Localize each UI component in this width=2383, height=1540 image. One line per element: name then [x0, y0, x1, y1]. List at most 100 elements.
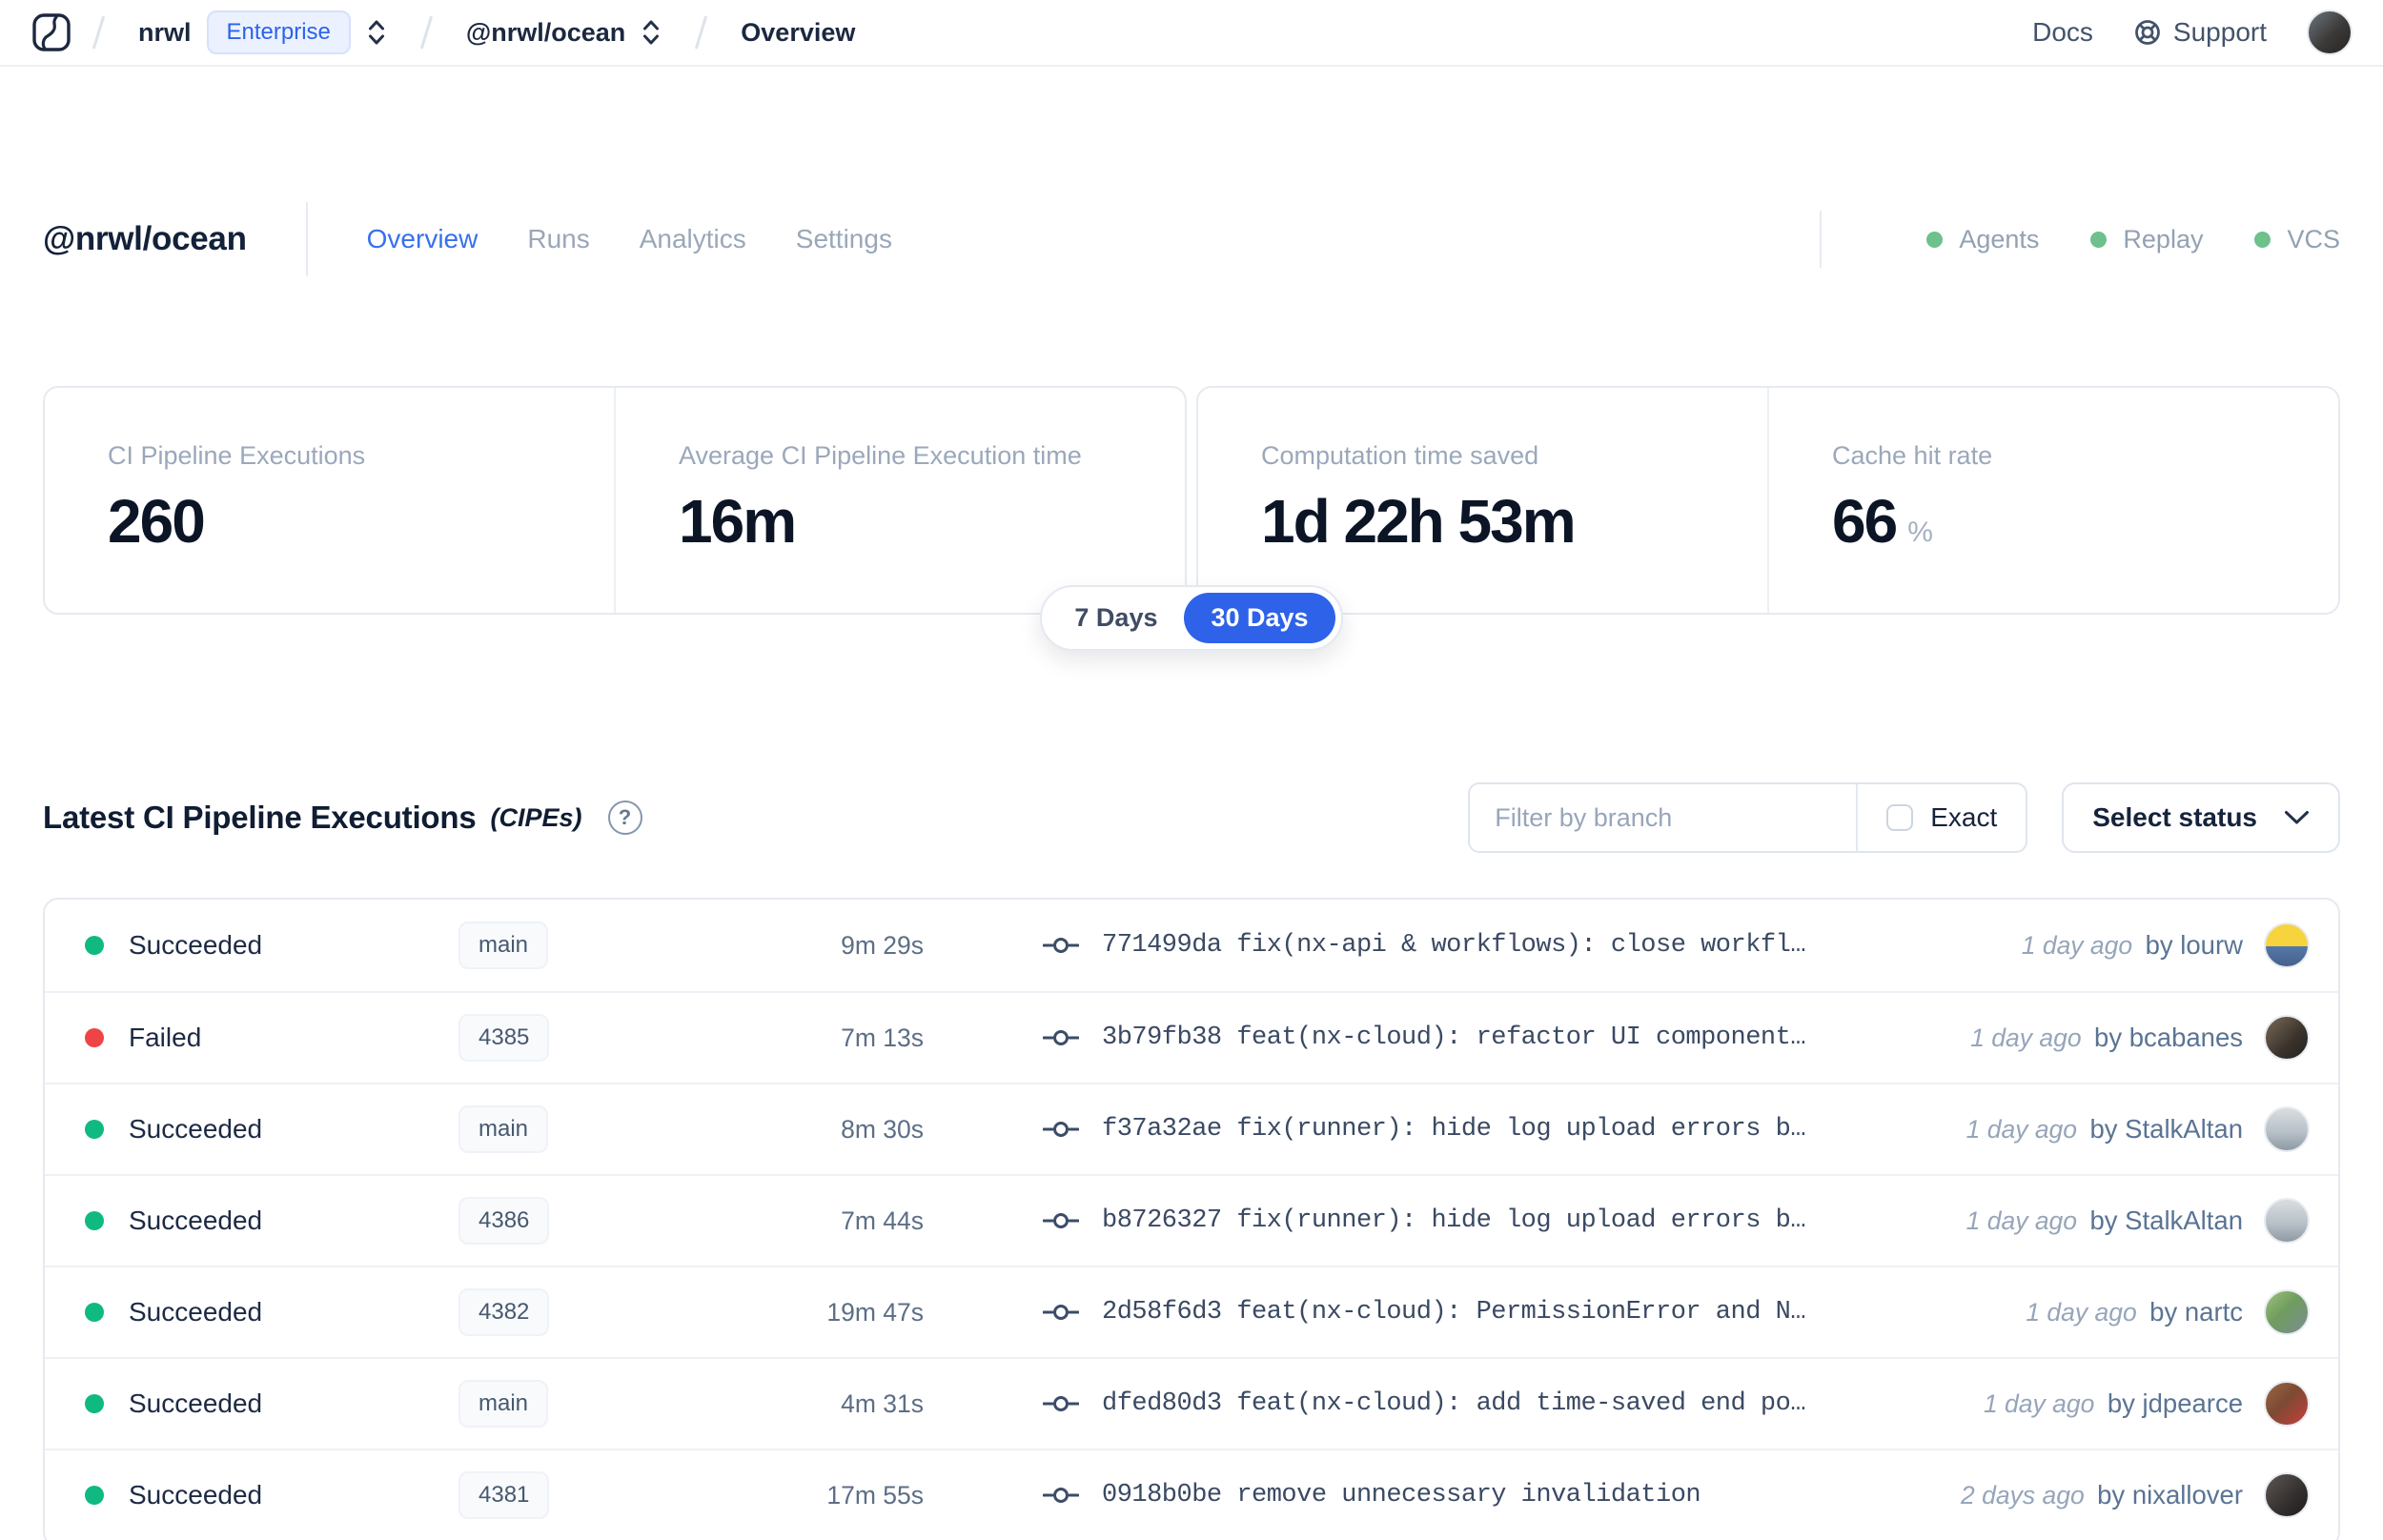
org-selector-chevrons-icon[interactable] [366, 17, 387, 48]
commit-message[interactable]: 0918b0be remove unnecessary invalidation [1102, 1481, 1701, 1510]
toggle-7-days[interactable]: 7 Days [1074, 603, 1158, 632]
stat-value: 66 [1832, 487, 1898, 556]
avatar [2264, 1106, 2310, 1152]
status-label: Succeeded [129, 1388, 263, 1418]
git-commit-icon [1043, 1302, 1079, 1323]
duration: 4m 31s [841, 1388, 924, 1418]
stat-suffix: % [1907, 517, 1933, 548]
avatar [2264, 922, 2310, 968]
commit-message[interactable]: 2d58f6d3 feat(nx-cloud): PermissionError… [1102, 1298, 1806, 1327]
table-row[interactable]: Succeeded main 8m 30s f37a32ae fix(runne… [45, 1083, 2338, 1174]
commit-message[interactable]: 771499da fix(nx-api & workflows): close … [1102, 931, 1806, 960]
stat-ci-pipeline-executions: CI Pipeline Executions 260 [45, 388, 614, 613]
branch-badge[interactable]: main [458, 1105, 549, 1153]
date-range-toggle-row: 7 Days 30 Days [43, 585, 2340, 651]
branch-badge[interactable]: 4382 [458, 1288, 550, 1336]
stat-value: 16m [679, 487, 797, 556]
tab-runs[interactable]: Runs [527, 224, 590, 253]
branch-badge[interactable]: main [458, 922, 549, 969]
avatar [2264, 1015, 2310, 1061]
workspace-title: @nrwl/ocean [43, 220, 247, 257]
table-row[interactable]: Succeeded 4386 7m 44s b8726327 fix(runne… [45, 1174, 2338, 1266]
stat-label: Cache hit rate [1832, 441, 1993, 470]
divider [305, 202, 308, 276]
time-ago: 1 day ago [2026, 1298, 2137, 1327]
stat-average-execution-time: Average CI Pipeline Execution time 16m [614, 388, 1185, 613]
status-label: Succeeded [129, 1206, 263, 1235]
time-ago: 1 day ago [1965, 1115, 2078, 1144]
navbar-actions: Docs Support [2032, 10, 2352, 55]
stat-value: 260 [108, 487, 206, 556]
git-commit-icon [1043, 1027, 1079, 1048]
workspace-tabs: Overview Runs Analytics Settings [367, 224, 892, 254]
duration: 19m 47s [826, 1297, 924, 1327]
top-navbar: nrwl Enterprise @nrwl/ocean Overview Doc… [0, 0, 2383, 67]
toggle-30-days[interactable]: 30 Days [1184, 593, 1335, 643]
enterprise-badge[interactable]: Enterprise [206, 10, 351, 54]
stat-label: Computation time saved [1261, 441, 1539, 470]
stat-computation-time-saved: Computation time saved 1d 22h 53m [1198, 388, 1767, 613]
status-label: Failed [129, 1023, 202, 1052]
status-dot [85, 1028, 104, 1047]
docs-link[interactable]: Docs [2032, 17, 2093, 47]
table-row[interactable]: Succeeded 4382 19m 47s 2d58f6d3 feat(nx-… [45, 1266, 2338, 1357]
commit-message[interactable]: f37a32ae fix(runner): hide log upload er… [1102, 1115, 1806, 1144]
indicator-replay[interactable]: Replay [2090, 225, 2203, 254]
tab-settings[interactable]: Settings [795, 224, 892, 253]
time-ago: 1 day ago [1983, 1389, 2095, 1418]
commit-message[interactable]: b8726327 fix(runner): hide log upload er… [1102, 1206, 1806, 1235]
branch-badge[interactable]: 4381 [458, 1471, 550, 1519]
git-commit-icon [1043, 1393, 1079, 1414]
executions-filters: Exact Select status [1468, 782, 2340, 853]
git-commit-icon [1043, 1210, 1079, 1231]
avatar [2264, 1289, 2310, 1335]
date-range-toggle: 7 Days 30 Days [1040, 585, 1343, 651]
commit-message[interactable]: 3b79fb38 feat(nx-cloud): refactor UI com… [1102, 1023, 1806, 1052]
select-status-label: Select status [2092, 802, 2257, 832]
status-label: Succeeded [129, 1114, 263, 1144]
nx-cloud-logo-icon [32, 13, 71, 51]
executions-header: Latest CI Pipeline Executions (CIPEs) ? … [43, 782, 2340, 853]
support-link[interactable]: Support [2133, 17, 2267, 48]
table-row[interactable]: Failed 4385 7m 13s 3b79fb38 feat(nx-clou… [45, 991, 2338, 1083]
time-ago: 2 days ago [1961, 1481, 2085, 1510]
status-label: Succeeded [129, 1480, 263, 1510]
workspace-header: @nrwl/ocean Overview Runs Analytics Sett… [43, 202, 2340, 276]
branch-badge[interactable]: 4385 [458, 1014, 550, 1062]
stat-label: Average CI Pipeline Execution time [679, 441, 1082, 470]
divider [1820, 211, 1823, 268]
tab-overview[interactable]: Overview [366, 224, 479, 253]
exact-toggle[interactable]: Exact [1856, 784, 2026, 851]
branch-filter-input[interactable] [1470, 784, 1857, 851]
status-dot [85, 1303, 104, 1322]
workspace-selector-chevrons-icon[interactable] [641, 17, 662, 48]
stat-label: CI Pipeline Executions [108, 441, 366, 470]
indicator-label: VCS [2287, 224, 2340, 253]
main-content: @nrwl/ocean Overview Runs Analytics Sett… [0, 202, 2383, 1540]
table-row[interactable]: Succeeded 4381 17m 55s 0918b0be remove u… [45, 1449, 2338, 1540]
branch-badge[interactable]: 4386 [458, 1197, 550, 1245]
indicator-label: Agents [1959, 224, 2040, 253]
status-label: Succeeded [129, 930, 263, 960]
breadcrumb-workspace[interactable]: @nrwl/ocean [465, 17, 626, 47]
nx-cloud-logo[interactable] [31, 11, 72, 53]
breadcrumb-page[interactable]: Overview [741, 17, 856, 47]
indicator-agents[interactable]: Agents [1926, 225, 2039, 254]
status-dot [85, 1120, 104, 1139]
select-status-dropdown[interactable]: Select status [2062, 782, 2340, 853]
breadcrumb: nrwl Enterprise @nrwl/ocean Overview [92, 10, 856, 54]
time-ago: 1 day ago [1970, 1023, 2082, 1052]
indicator-vcs[interactable]: VCS [2254, 225, 2340, 254]
tab-analytics[interactable]: Analytics [639, 224, 746, 253]
branch-badge[interactable]: main [458, 1380, 549, 1428]
commit-author: by jdpearce [2107, 1388, 2243, 1418]
commit-author: by lourw [2145, 930, 2243, 960]
table-row[interactable]: Succeeded main 4m 31s dfed80d3 feat(nx-c… [45, 1357, 2338, 1449]
exact-checkbox[interactable] [1886, 804, 1914, 831]
table-row[interactable]: Succeeded main 9m 29s 771499da fix(nx-ap… [45, 900, 2338, 991]
help-icon[interactable]: ? [607, 800, 642, 835]
status-dot [85, 1394, 104, 1413]
commit-message[interactable]: dfed80d3 feat(nx-cloud): add time-saved … [1102, 1389, 1806, 1418]
user-avatar[interactable] [2307, 10, 2352, 55]
breadcrumb-org[interactable]: nrwl [138, 17, 192, 47]
